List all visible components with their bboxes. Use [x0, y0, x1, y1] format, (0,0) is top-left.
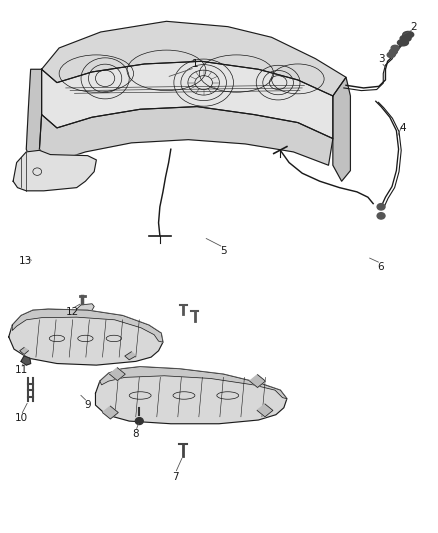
Polygon shape	[333, 77, 350, 181]
Polygon shape	[42, 61, 333, 139]
Polygon shape	[257, 404, 273, 417]
Text: 1: 1	[191, 59, 198, 69]
Text: 3: 3	[378, 54, 385, 63]
Polygon shape	[250, 375, 265, 387]
Text: 12: 12	[66, 307, 79, 317]
Ellipse shape	[387, 52, 395, 58]
Polygon shape	[21, 356, 31, 365]
Polygon shape	[100, 367, 287, 399]
Text: 2: 2	[410, 22, 417, 31]
Polygon shape	[20, 348, 28, 354]
Ellipse shape	[400, 35, 411, 42]
Text: 6: 6	[378, 262, 385, 271]
Polygon shape	[13, 150, 96, 191]
Ellipse shape	[389, 49, 397, 54]
Polygon shape	[77, 304, 94, 312]
Text: 10: 10	[14, 414, 28, 423]
Polygon shape	[9, 309, 163, 365]
Ellipse shape	[391, 45, 399, 51]
Ellipse shape	[398, 39, 409, 46]
Ellipse shape	[377, 204, 385, 210]
Polygon shape	[26, 69, 42, 171]
Text: 4: 4	[399, 123, 406, 133]
Polygon shape	[102, 406, 118, 419]
Polygon shape	[42, 21, 346, 96]
Polygon shape	[39, 107, 333, 165]
Text: 5: 5	[220, 246, 227, 255]
Ellipse shape	[135, 418, 143, 424]
Text: 9: 9	[84, 400, 91, 410]
Ellipse shape	[403, 31, 413, 38]
Polygon shape	[12, 309, 163, 342]
Polygon shape	[125, 352, 136, 360]
Text: 7: 7	[172, 472, 179, 482]
Polygon shape	[110, 368, 125, 381]
Text: 11: 11	[14, 366, 28, 375]
Polygon shape	[95, 367, 287, 424]
Text: 13: 13	[19, 256, 32, 266]
Text: 8: 8	[132, 430, 139, 439]
Ellipse shape	[377, 213, 385, 219]
